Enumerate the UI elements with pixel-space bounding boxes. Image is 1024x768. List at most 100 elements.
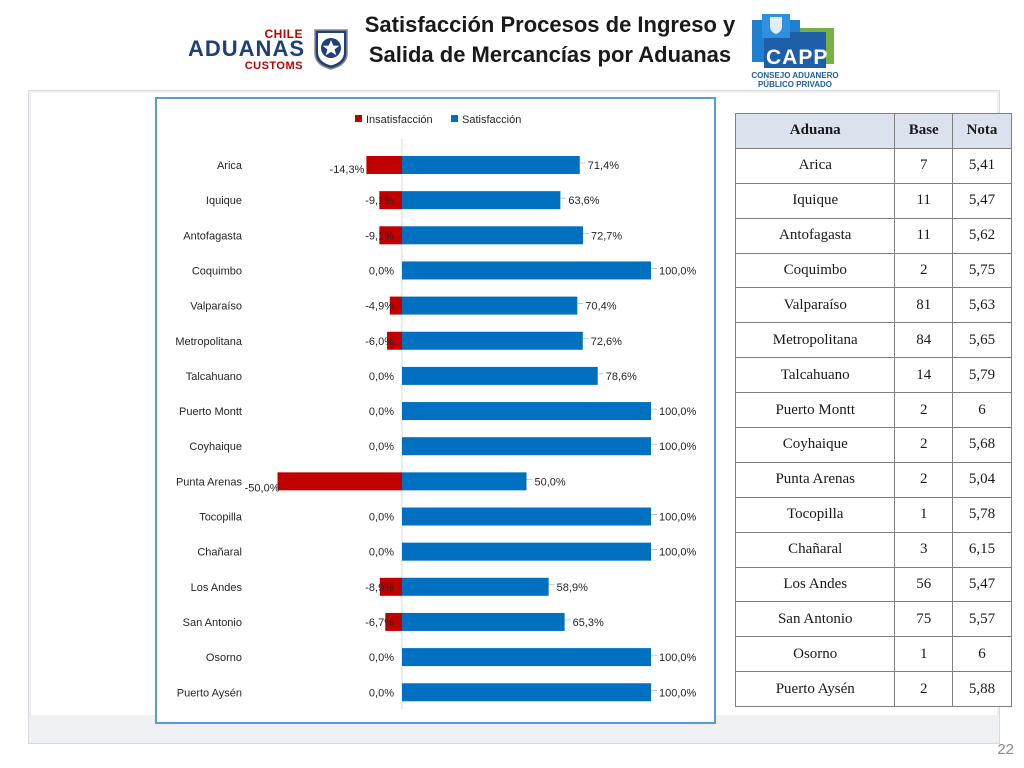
slide-title: Satisfacción Procesos de Ingreso y Salid… (360, 10, 740, 70)
table-row: Osorno 1 6 (734, 636, 1013, 673)
data-label-satisfaccion: 70,4% (585, 301, 616, 313)
table-cell-base: 2 (894, 671, 953, 708)
table-cell-nota: 5,57 (951, 601, 1013, 638)
shield-icon (314, 29, 348, 70)
table-cell-aduana: Iquique (734, 182, 896, 219)
table-cell-nota: 5,78 (951, 496, 1013, 533)
data-label-satisfaccion: 100,0% (659, 547, 697, 559)
table-row: Talcahuano 14 5,79 (734, 357, 1013, 394)
table-cell-nota: 5,41 (951, 147, 1013, 184)
bar-satisfaccion (402, 507, 651, 526)
table-cell-aduana: Osorno (734, 636, 896, 673)
table-cell-nota: 5,88 (951, 671, 1013, 708)
table-row: Puerto Aysén 2 5,88 (734, 671, 1013, 708)
table-header-base: Base (894, 113, 953, 149)
satisfaction-bar-chart: Insatisfacción Satisfacción Arica 71,4% -14,… (175, 114, 697, 709)
data-label-insatisfaccion: -4,9% (365, 301, 394, 313)
data-label-insatisfaccion: 0,0% (369, 265, 394, 277)
table-cell-base: 75 (894, 601, 953, 638)
bar-satisfaccion (402, 437, 651, 456)
table-row: Arica 7 5,41 (734, 147, 1013, 184)
slide-title-line-1: Satisfacción Procesos de Ingreso y (364, 12, 736, 37)
aduanas-logo-chile: CHILE (264, 27, 303, 41)
category-label: San Antonio (183, 617, 242, 629)
table-cell-base: 1 (894, 636, 953, 673)
data-label-insatisfaccion: -50,0% (245, 482, 280, 494)
table-cell-aduana: Punta Arenas (734, 461, 896, 498)
bar-satisfaccion (402, 191, 561, 210)
data-label-satisfaccion: 78,6% (606, 371, 637, 383)
table-cell-base: 14 (894, 357, 953, 394)
category-label: Coyhaique (189, 441, 242, 453)
data-label-satisfaccion: 72,6% (591, 336, 622, 348)
table-row: Coyhaique 2 5,68 (734, 427, 1013, 463)
data-label-insatisfaccion: 0,0% (369, 406, 394, 418)
table-cell-nota: 5,62 (951, 217, 1013, 254)
bar-insatisfaccion (379, 191, 402, 210)
table-cell-aduana: Puerto Aysén (734, 671, 896, 708)
data-label-satisfaccion: 100,0% (659, 406, 697, 418)
bar-satisfaccion (402, 577, 549, 596)
bar-satisfaccion (402, 226, 584, 245)
table-cell-nota: 6,15 (951, 531, 1013, 568)
table-cell-base: 84 (894, 322, 953, 359)
bar-insatisfaccion (389, 296, 402, 315)
table-row: San Antonio 75 5,57 (734, 601, 1013, 638)
data-label-insatisfaccion: -6,0% (365, 336, 394, 348)
table-cell-aduana: Coquimbo (734, 252, 896, 289)
data-label-satisfaccion: 63,6% (568, 195, 599, 207)
table-cell-base: 11 (894, 217, 953, 254)
data-label-insatisfaccion: 0,0% (369, 371, 394, 383)
bar-satisfaccion (402, 156, 580, 174)
aduanas-logo: CHILE ADUANAS CUSTOMS (186, 22, 351, 74)
category-label: Puerto Aysén (177, 687, 242, 699)
data-label-satisfaccion: 100,0% (659, 652, 697, 664)
table-cell-base: 2 (894, 461, 953, 498)
category-label: Metropolitana (175, 336, 243, 348)
bar-insatisfaccion (366, 156, 402, 174)
category-label: Puerto Montt (179, 406, 242, 418)
bar-satisfaccion (402, 683, 651, 702)
bar-satisfaccion (402, 542, 651, 561)
table-header-nota: Nota (951, 113, 1013, 149)
data-label-satisfaccion: 72,7% (591, 230, 622, 242)
data-label-satisfaccion: 50,0% (535, 476, 566, 488)
table-cell-aduana: Los Andes (734, 566, 896, 603)
data-label-satisfaccion: 100,0% (659, 441, 697, 453)
bar-insatisfaccion (385, 612, 402, 631)
table-row: Coquimbo 2 5,75 (734, 252, 1013, 289)
capp-shield-icon (770, 17, 782, 34)
page-number: 22 (997, 741, 1014, 758)
legend-label-insatisfaccion: Insatisfacción (366, 114, 433, 126)
data-label-insatisfaccion: 0,0% (369, 512, 394, 524)
capp-logo: CAPP CONSEJO ADUANERO PÚBLICO PRIVADO (748, 14, 842, 92)
capp-logo-line-1: CONSEJO ADUANERO (751, 71, 839, 80)
table-cell-base: 2 (894, 252, 953, 289)
data-label-insatisfaccion: -14,3% (330, 164, 365, 176)
data-label-satisfaccion: 100,0% (659, 265, 697, 277)
table-cell-aduana: Arica (734, 147, 896, 184)
category-label: Arica (217, 160, 243, 172)
table-row: Punta Arenas 2 5,04 (734, 461, 1013, 498)
bar-satisfaccion (402, 366, 598, 385)
table-cell-base: 56 (894, 566, 953, 603)
data-label-insatisfaccion: -8,9% (365, 582, 394, 594)
table-cell-base: 2 (894, 427, 953, 463)
table-cell-nota: 5,75 (951, 252, 1013, 289)
category-label: Coquimbo (192, 265, 242, 277)
bar-insatisfaccion (277, 472, 402, 491)
aduanas-logo-customs: CUSTOMS (244, 60, 303, 72)
table-body: Arica 7 5,41 Iquique 11 5,47 Antofagasta 11 5,62… (734, 147, 1013, 708)
table-row: Puerto Montt 2 6 (734, 392, 1013, 429)
capp-logo-mark (752, 14, 834, 68)
data-label-insatisfaccion: 0,0% (369, 441, 394, 453)
table-cell-nota: 5,47 (951, 182, 1013, 219)
data-label-insatisfaccion: 0,0% (369, 687, 394, 699)
bar-satisfaccion (402, 648, 651, 667)
table-row: Metropolitana 84 5,65 (734, 322, 1013, 359)
aduanas-logo-name: ADUANAS (188, 36, 305, 61)
table-cell-nota: 5,79 (951, 357, 1013, 394)
table-cell-base: 7 (894, 147, 953, 184)
category-label: Antofagasta (183, 230, 243, 242)
table-row: Valparaíso 81 5,63 (734, 287, 1013, 324)
